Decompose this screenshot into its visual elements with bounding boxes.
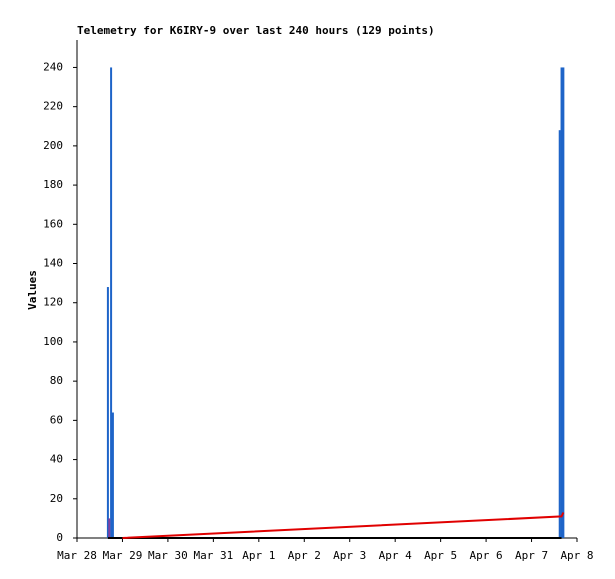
x-tick-label: Mar 31	[193, 549, 233, 562]
bar	[562, 67, 565, 538]
y-tick-label: 20	[50, 492, 63, 505]
y-axis-label: Values	[26, 270, 39, 310]
bar	[108, 518, 111, 538]
y-tick-label: 180	[43, 178, 63, 191]
y-tick-label: 40	[50, 453, 63, 466]
y-tick-label: 120	[43, 296, 63, 309]
bar	[110, 67, 113, 538]
x-tick-label: Apr 3	[333, 549, 366, 562]
y-tick-label: 200	[43, 139, 63, 152]
x-tick-label: Apr 6	[470, 549, 503, 562]
x-tick-label: Apr 2	[288, 549, 321, 562]
y-tick-label: 160	[43, 217, 63, 230]
y-tick-label: 60	[50, 413, 63, 426]
y-tick-label: 220	[43, 100, 63, 113]
y-tick-label: 0	[56, 531, 63, 544]
y-tick-label: 240	[43, 60, 63, 73]
y-tick-label: 140	[43, 257, 63, 270]
bar	[558, 130, 561, 539]
y-tick-label: 100	[43, 335, 63, 348]
bar	[560, 67, 563, 538]
x-tick-label: Apr 7	[515, 549, 548, 562]
x-tick-label: Mar 29	[103, 549, 143, 562]
chart-title: Telemetry for K6IRY-9 over last 240 hour…	[77, 24, 435, 37]
x-tick-label: Apr 4	[379, 549, 412, 562]
y-tick-label: 80	[50, 374, 63, 387]
line	[122, 512, 565, 539]
bar	[106, 287, 109, 538]
x-tick-label: Mar 30	[148, 549, 188, 562]
x-tick-label: Apr 1	[242, 549, 275, 562]
bar	[111, 412, 114, 538]
x-tick-label: Apr 5	[424, 549, 457, 562]
x-tick-label: Mar 28	[57, 549, 97, 562]
x-tick-label: Apr 8	[560, 549, 593, 562]
